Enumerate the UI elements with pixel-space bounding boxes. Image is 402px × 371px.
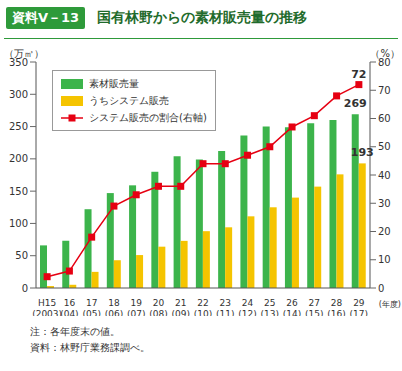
svg-text:18(06): 18(06) — [105, 298, 123, 316]
svg-text:30: 30 — [378, 198, 391, 209]
svg-text:100: 100 — [9, 218, 28, 229]
svg-text:22(10): 22(10) — [194, 298, 212, 316]
svg-text:50: 50 — [15, 250, 28, 261]
svg-text:300: 300 — [9, 89, 28, 100]
html-text:注：各年度末の値。: 注：各年度末の値。 — [30, 326, 120, 337]
svg-text:80: 80 — [378, 56, 391, 68]
svg-text:50: 50 — [378, 141, 391, 152]
svg-text:29(17): 29(17) — [350, 298, 368, 316]
svg-text:28(16): 28(16) — [327, 298, 345, 316]
svg-text:40: 40 — [378, 170, 391, 181]
svg-text:H15(2003): H15(2003) — [32, 298, 62, 316]
svg-text:193: 193 — [351, 146, 374, 159]
svg-text:20: 20 — [378, 226, 391, 237]
svg-text:269: 269 — [344, 97, 367, 110]
svg-text:24(12): 24(12) — [238, 298, 256, 316]
svg-text:26(14): 26(14) — [283, 298, 301, 316]
svg-text:350: 350 — [8, 56, 28, 68]
svg-text:72: 72 — [351, 68, 366, 81]
svg-text:19(07): 19(07) — [127, 298, 145, 316]
svg-text:10: 10 — [378, 254, 391, 265]
html-text:うちシステム販売: うちシステム販売 — [89, 94, 169, 106]
svg-text:70: 70 — [378, 85, 391, 96]
svg-text:250: 250 — [9, 121, 28, 132]
svg-text:150: 150 — [9, 186, 28, 197]
svg-text:0: 0 — [378, 283, 384, 294]
svg-text:16(04): 16(04) — [60, 298, 78, 316]
html-text:資料：林野庁業務課調べ。: 資料：林野庁業務課調べ。 — [30, 342, 150, 353]
html-text:資料Ⅴ－13: 資料Ⅴ－13 — [12, 10, 80, 25]
svg-text:0: 0 — [22, 283, 28, 294]
html-text:(年度): (年度) — [378, 300, 401, 309]
svg-text:20(08): 20(08) — [149, 298, 167, 316]
svg-text:23(11): 23(11) — [216, 298, 234, 316]
svg-text:200: 200 — [9, 153, 28, 164]
html-text:素材販売量: 素材販売量 — [89, 77, 139, 89]
svg-text:25(13): 25(13) — [261, 298, 279, 316]
svg-text:17(05): 17(05) — [82, 298, 100, 316]
html-text:（万㎥）: （万㎥） — [4, 48, 44, 59]
html-text:システム販売の割合(右軸): システム販売の割合(右軸) — [89, 111, 207, 123]
svg-text:27(15): 27(15) — [305, 298, 323, 316]
html-text:国有林野からの素材販売量の推移: 国有林野からの素材販売量の推移 — [97, 9, 308, 25]
svg-text:60: 60 — [378, 113, 391, 124]
svg-text:21(09): 21(09) — [171, 298, 189, 316]
